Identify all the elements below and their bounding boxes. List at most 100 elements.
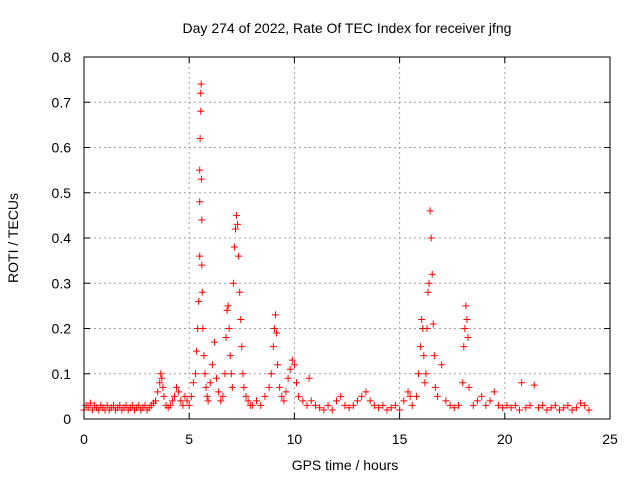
data-point [193, 347, 201, 355]
data-point [551, 401, 559, 409]
data-point [469, 401, 477, 409]
data-point [248, 401, 256, 409]
data-point [428, 270, 436, 278]
data-point [286, 365, 294, 373]
data-point [293, 379, 301, 387]
data-point [189, 379, 197, 387]
data-point [421, 379, 429, 387]
data-point [278, 392, 286, 400]
data-point [288, 356, 296, 364]
data-point [404, 388, 412, 396]
data-point [103, 401, 111, 409]
y-tick-label: 0 [63, 411, 71, 427]
data-point [269, 343, 277, 351]
data-point [423, 325, 431, 332]
data-point [228, 383, 236, 391]
data-point [560, 404, 568, 412]
data-point [422, 370, 430, 378]
x-tick-label: 15 [392, 431, 408, 447]
data-point [415, 370, 423, 378]
data-point [183, 397, 191, 405]
data-point [572, 404, 580, 412]
data-point [222, 334, 230, 342]
data-point [197, 107, 205, 115]
data-point [276, 383, 284, 391]
data-point [206, 379, 214, 387]
x-tick-label: 25 [602, 431, 618, 447]
data-point [568, 406, 576, 414]
data-point [199, 325, 207, 332]
data-point [430, 352, 438, 360]
data-point [274, 361, 282, 369]
data-point [208, 361, 216, 369]
data-point [236, 288, 244, 296]
data-point [473, 397, 481, 405]
data-point [204, 397, 212, 405]
data-point [534, 404, 542, 412]
data-point [270, 325, 278, 332]
data-point [198, 216, 206, 224]
data-point [585, 406, 593, 414]
data-points [80, 80, 593, 414]
data-point [173, 383, 181, 391]
data-point [197, 175, 205, 183]
data-point [316, 404, 324, 412]
x-tick-label: 0 [80, 431, 88, 447]
data-point [305, 374, 313, 382]
data-point [426, 207, 434, 215]
y-tick-label: 0.5 [52, 185, 72, 201]
data-point [122, 401, 130, 409]
data-point [564, 401, 572, 409]
data-point [226, 352, 234, 360]
data-point [198, 288, 206, 296]
data-point [518, 379, 526, 387]
data-point [337, 392, 345, 400]
data-point [354, 397, 362, 405]
data-point [427, 234, 435, 242]
data-point [152, 397, 160, 405]
y-tick-label: 0.2 [52, 321, 72, 337]
data-point [159, 383, 167, 391]
data-point [396, 406, 404, 414]
data-point [181, 392, 189, 400]
data-point [391, 401, 399, 409]
data-point [450, 404, 458, 412]
data-point [406, 392, 414, 400]
data-point [462, 302, 470, 310]
data-point [235, 252, 243, 260]
data-point [237, 315, 245, 323]
data-point [116, 401, 124, 409]
data-point [490, 388, 498, 396]
data-point [290, 361, 298, 369]
data-point [225, 325, 233, 332]
data-point [511, 401, 519, 409]
data-point [187, 392, 195, 400]
data-point [231, 225, 239, 233]
data-point [362, 388, 370, 396]
data-point [233, 211, 241, 219]
data-point [197, 80, 205, 88]
data-point [400, 397, 408, 405]
y-tick-label: 0.6 [52, 140, 72, 156]
data-point [522, 404, 530, 412]
data-point [154, 388, 162, 396]
data-point [282, 388, 290, 396]
data-point [170, 392, 178, 400]
data-point [516, 406, 524, 414]
data-point [425, 279, 433, 287]
y-tick-label: 0.1 [52, 366, 72, 382]
y-axis-label: ROTI / TECUs [5, 193, 21, 283]
data-point [196, 198, 204, 206]
data-point [227, 370, 235, 378]
data-point [215, 388, 223, 396]
plot-frame [83, 56, 611, 420]
data-point [332, 397, 340, 405]
data-point [424, 288, 432, 296]
data-point [265, 383, 273, 391]
data-point [185, 401, 193, 409]
data-point [499, 404, 507, 412]
data-point [507, 404, 515, 412]
data-point [478, 392, 486, 400]
grid-lines [84, 57, 610, 419]
data-point [221, 370, 229, 378]
